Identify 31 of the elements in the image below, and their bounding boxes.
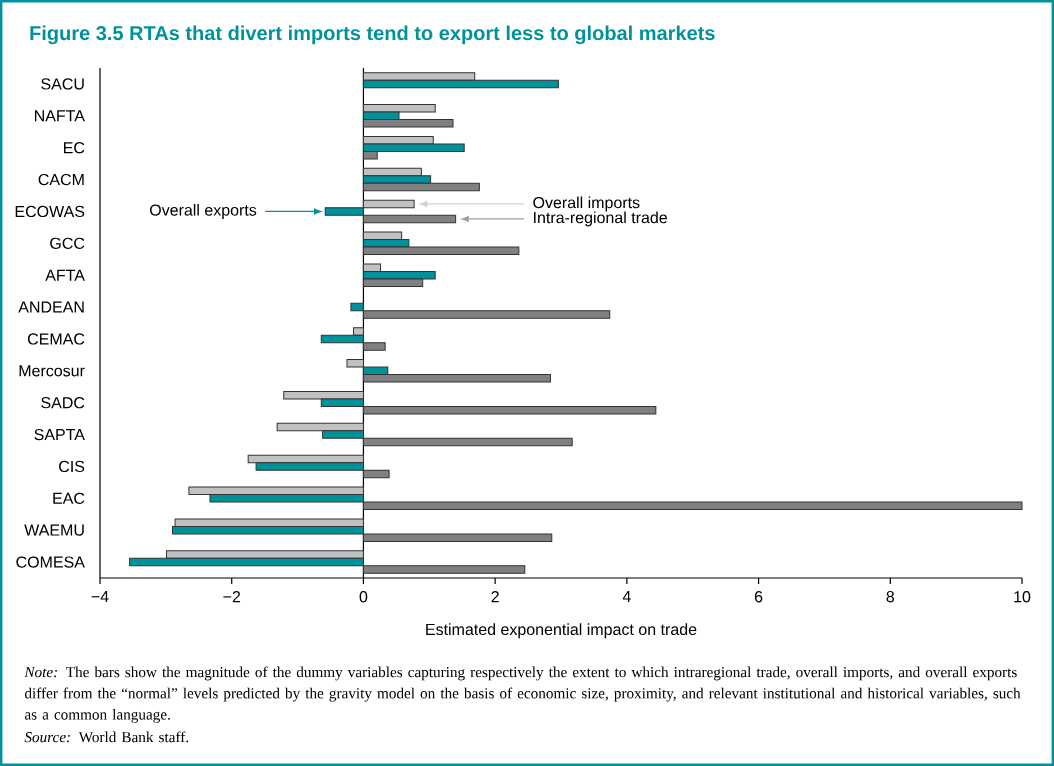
- y-tick-label: SACU: [41, 78, 84, 90]
- x-tick-label: 4: [622, 591, 631, 603]
- y-tick-label: CACM: [38, 173, 84, 186]
- y-tick-label: COMESA: [16, 556, 85, 568]
- y-tick-label: CIS: [59, 460, 85, 473]
- chart-title: Figure 3.5 RTAs that divert imports tend to export less to global markets: [30, 25, 715, 45]
- text: Overall exports: [149, 203, 257, 219]
- y-tick-label: EAC: [53, 492, 85, 504]
- y-tick-label: SAPTA: [34, 428, 85, 441]
- y-tick-label: EC: [64, 142, 85, 154]
- x-tick-label: 10: [1014, 591, 1031, 603]
- x-axis-title: Estimated exponential impact on trade: [426, 623, 697, 639]
- x-tick-label: 6: [754, 591, 763, 603]
- x-tick-label: −2: [223, 591, 241, 603]
- y-tick-label: AFTA: [45, 269, 85, 281]
- text: Source: World Bank staff.: [24, 731, 189, 743]
- y-tick-label: NAFTA: [35, 110, 85, 122]
- y-tick-label: SADC: [41, 397, 85, 409]
- y-tick-label: ANDEAN: [18, 301, 84, 313]
- x-tick-label: −4: [91, 591, 109, 603]
- y-tick-label: CEMAC: [27, 333, 85, 345]
- x-tick-label: 8: [886, 591, 895, 603]
- text: Note: The bars show the magnitude of the dummy variables capturing respectively the extent to which intraregional trade, overall imports, and overall exports differ from the “normal” levels predicted by the gravity model on the basis of economic size, proximity, and relevant institutional and historical variables, such as a common language.: [24, 666, 1021, 723]
- x-tick-label: 2: [491, 591, 499, 603]
- series-label: Intra-regional trade: [534, 211, 667, 227]
- y-tick-label: Mercosur: [19, 365, 85, 377]
- x-tick-label: 0: [359, 591, 368, 603]
- y-tick-label: WAEMU: [24, 524, 84, 536]
- y-tick-label: ECOWAS: [15, 205, 85, 218]
- text: Overall imports: [533, 196, 640, 212]
- y-tick-label: GCC: [50, 237, 85, 249]
